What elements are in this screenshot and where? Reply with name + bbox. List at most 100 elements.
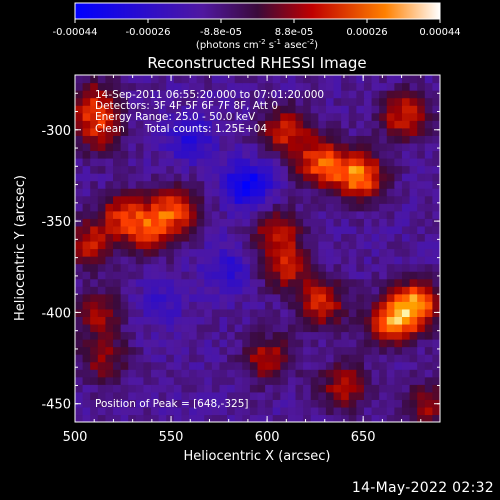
heatmap-cell (128, 218, 137, 227)
heatmap-cell (196, 301, 205, 310)
heatmap-cell (189, 173, 198, 182)
heatmap-cell (75, 391, 84, 400)
heatmap-cell (379, 406, 388, 416)
heatmap-cell (356, 180, 365, 189)
heatmap-cell (371, 97, 380, 106)
heatmap-cell (379, 354, 388, 363)
heatmap-cell (82, 331, 91, 340)
heatmap-cell (356, 384, 365, 393)
heatmap-cell (363, 233, 373, 242)
heatmap-cell (128, 225, 137, 235)
heatmap-cell (143, 173, 152, 182)
heatmap-cell (348, 308, 357, 317)
heatmap-cell (265, 376, 274, 385)
heatmap-cell (143, 399, 152, 408)
heatmap-cell (249, 271, 259, 280)
heatmap-cell (234, 233, 243, 242)
heatmap-cell (211, 384, 221, 393)
heatmap-cell (128, 90, 137, 99)
heatmap-cell (249, 75, 259, 84)
heatmap-cell (105, 256, 114, 265)
heatmap-cell (371, 414, 380, 422)
heatmap-cell (432, 112, 440, 121)
heatmap-cell (280, 180, 289, 189)
heatmap-cell (90, 399, 99, 408)
heatmap-cell (120, 308, 129, 317)
heatmap-cell (211, 301, 221, 310)
heatmap-cell (219, 399, 228, 408)
heatmap-cell (219, 188, 228, 197)
heatmap-cell (249, 308, 259, 317)
heatmap-cell (333, 384, 342, 393)
heatmap-cell (242, 406, 251, 416)
heatmap-cell (143, 195, 152, 204)
heatmap-cell (272, 150, 281, 159)
heatmap-cell (303, 256, 312, 265)
heatmap-cell (128, 180, 137, 189)
heatmap-cell (379, 82, 388, 91)
heatmap-cell (310, 225, 319, 235)
heatmap-cell (371, 195, 380, 204)
heatmap-cell (386, 354, 395, 363)
heatmap-cell (227, 127, 236, 136)
heatmap-cell (295, 188, 304, 197)
heatmap-cell (90, 233, 99, 242)
heatmap-cell (242, 90, 251, 99)
heatmap-cell (196, 188, 205, 197)
heatmap-cell (105, 218, 114, 227)
heatmap-cell (325, 376, 335, 385)
heatmap-cell (82, 165, 91, 174)
total-counts-annotation: Total counts: 1.25E+04 (144, 123, 267, 135)
heatmap-cell (401, 316, 411, 325)
heatmap-cell (181, 361, 190, 370)
colorbar-ticks: -0.00044 -0.00026 -8.8e-05 8.8e-05 0.00026 0.… (53, 19, 461, 38)
heatmap-cell (227, 399, 236, 408)
heatmap-cell (219, 331, 228, 340)
heatmap-cell (158, 210, 167, 219)
heatmap-cell (325, 301, 335, 310)
heatmap-cell (97, 406, 107, 416)
heatmap-cell (120, 369, 129, 378)
heatmap-cell (424, 195, 433, 204)
heatmap-cell (242, 173, 251, 182)
heatmap-cell (189, 256, 198, 265)
heatmap-cell (265, 165, 274, 174)
heatmap-cell (424, 75, 433, 84)
heatmap-cell (363, 248, 373, 257)
heatmap-cell (333, 195, 342, 204)
heatmap-cell (189, 323, 198, 333)
heatmap-cell (265, 105, 274, 114)
heatmap-cell (249, 316, 259, 325)
heatmap-cell (97, 142, 107, 152)
heatmap-cell (394, 263, 403, 272)
heatmap-cell (356, 75, 365, 84)
heatmap-cell (333, 233, 342, 242)
heatmap-cell (135, 233, 145, 242)
heatmap-cell (310, 150, 319, 159)
heatmap-cell (303, 112, 312, 121)
heatmap-cell (257, 233, 266, 242)
heatmap-cell (257, 376, 266, 385)
heatmap-cell (325, 271, 335, 280)
heatmap-cell (265, 90, 274, 99)
heatmap-cell (181, 248, 190, 257)
heatmap-cell (257, 286, 266, 295)
heatmap-cell (189, 406, 198, 416)
heatmap-cell (303, 376, 312, 385)
heatmap-cell (272, 75, 281, 84)
heatmap-cell (287, 346, 297, 355)
heatmap-cell (204, 354, 213, 363)
heatmap-cell (417, 323, 426, 333)
heatmap-cell (105, 127, 114, 136)
heatmap-cell (295, 135, 304, 144)
heatmap-cell (356, 301, 365, 310)
heatmap-cell (196, 414, 205, 422)
heatmap-cell (227, 188, 236, 197)
heatmap-cell (287, 286, 297, 295)
heatmap-cell (158, 188, 167, 197)
heatmap-cell (409, 331, 418, 340)
heatmap-cell (135, 180, 145, 189)
heatmap-cell (158, 399, 167, 408)
heatmap-cell (280, 105, 289, 114)
heatmap-cell (219, 256, 228, 265)
